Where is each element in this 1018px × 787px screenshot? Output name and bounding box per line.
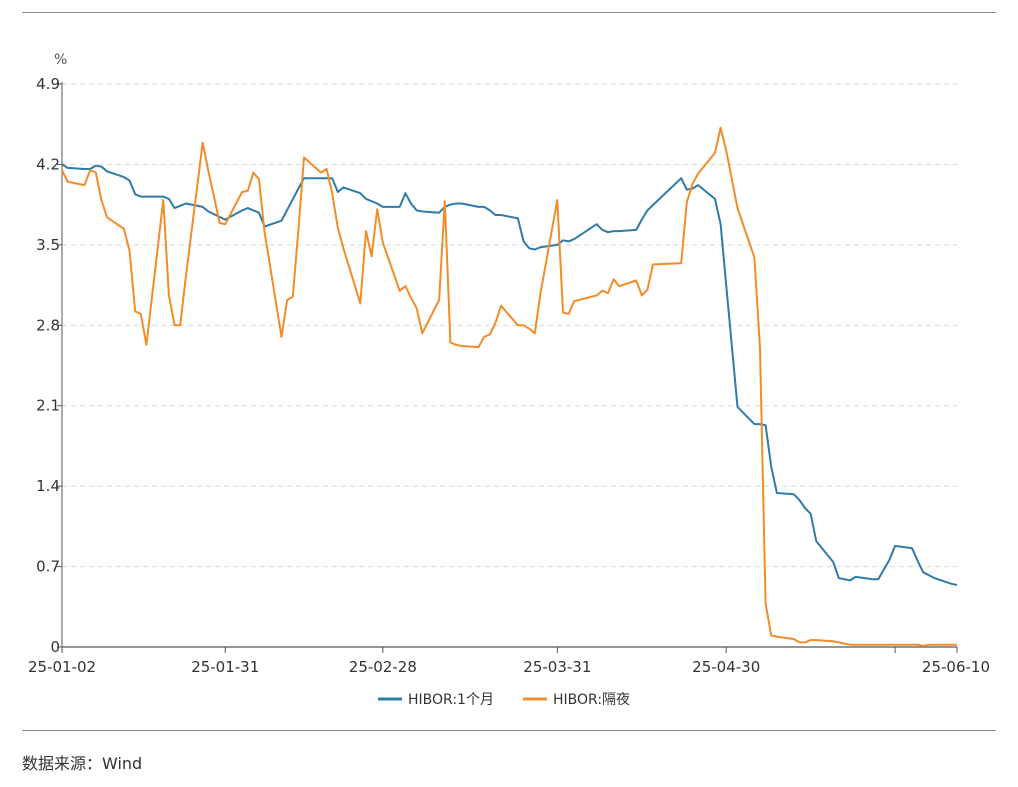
legend-label-1: HIBOR:隔夜 [553,692,630,708]
y-axis-unit-label: % [54,52,67,68]
y-tick-label: 2.8 [36,316,60,334]
grid-lines [62,83,957,568]
y-tick-label: 2.1 [36,397,60,415]
series-lines [61,126,958,647]
hibor-line-chart: % 0 0.7 1.4 2.1 2.8 3.5 4.2 4.9 25-01-02 25-01-31… [28,52,990,708]
x-tick-label: 25-01-31 [191,658,259,676]
x-tick-label: 25-02-28 [349,658,417,676]
y-tick-label: 1.4 [36,477,60,495]
y-tick-label: 3.5 [36,236,60,254]
y-tick-label: 0 [50,638,60,656]
x-tick-label: 25-01-02 [28,658,96,676]
y-tick-label: 4.2 [36,155,60,173]
legend: HIBOR:1个月 HIBOR:隔夜 [378,692,630,708]
legend-label-0: HIBOR:1个月 [408,692,494,708]
axes: % 0 0.7 1.4 2.1 2.8 3.5 4.2 4.9 25-01-02 25-01-31… [28,52,990,676]
series-line-1 [61,126,957,647]
bottom-rule [22,730,996,731]
x-tick-label: 25-03-31 [523,658,591,676]
series-line-0 [61,163,958,586]
y-tick-label: 0.7 [36,558,60,576]
x-tick-label: 25-04-30 [692,658,760,676]
x-tick-label: 25-06-10 [922,658,990,676]
data-source-note: 数据来源：Wind [22,754,143,773]
top-rule [22,12,996,13]
y-tick-label: 4.9 [36,75,60,93]
